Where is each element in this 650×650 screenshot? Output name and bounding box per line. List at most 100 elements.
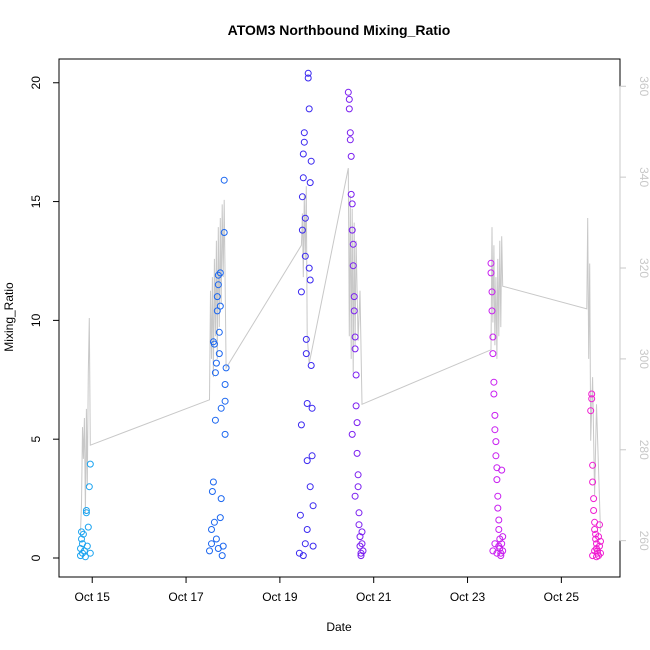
data-point (357, 552, 365, 560)
data-point (81, 553, 89, 561)
x-tick-label: Oct 23 (450, 590, 486, 604)
x-tick-label: Oct 17 (168, 590, 204, 604)
data-point (348, 226, 356, 234)
data-point (84, 523, 92, 531)
data-point (347, 190, 355, 198)
y-tick-label: 0 (29, 554, 43, 561)
data-point (82, 507, 90, 514)
series-1 (77, 460, 94, 561)
data-point (359, 547, 367, 555)
data-point (214, 545, 222, 552)
data-point (357, 549, 365, 557)
data-point (495, 526, 503, 533)
data-point (309, 502, 317, 510)
data-point (344, 88, 352, 96)
data-point (588, 395, 596, 403)
data-point (216, 269, 224, 277)
data-point (589, 478, 597, 486)
data-point (354, 483, 362, 491)
data-point (301, 252, 309, 260)
data-point (304, 69, 312, 77)
data-point (212, 359, 220, 367)
y-axis-label: Mixing_Ratio (2, 282, 16, 352)
y-tick-label: 15 (29, 195, 43, 209)
data-point (358, 540, 366, 548)
data-point (487, 269, 495, 277)
data-point (355, 509, 363, 517)
data-point (307, 157, 315, 165)
data-point (309, 542, 317, 550)
data-point (492, 452, 500, 460)
data-point (491, 411, 499, 419)
data-point (210, 518, 218, 526)
data-point (493, 476, 501, 484)
data-point (209, 478, 217, 486)
data-point (300, 138, 308, 146)
data-point (213, 293, 221, 301)
data-point (301, 540, 309, 548)
chart-title: ATOM3 Northbound Mixing_Ratio (228, 22, 451, 38)
data-point (495, 516, 503, 524)
y-tick-label: 5 (29, 436, 43, 443)
data-point (297, 421, 305, 429)
series-2 (206, 176, 230, 560)
data-point (217, 495, 225, 503)
data-point (487, 259, 495, 267)
data-point (588, 390, 596, 398)
data-point (358, 528, 366, 536)
data-point (349, 262, 357, 270)
data-point (220, 229, 228, 236)
data-point (597, 549, 604, 557)
series-4 (344, 88, 367, 560)
data-point (208, 526, 215, 533)
y2-tick-label: 360 (637, 76, 650, 96)
data-point (346, 129, 354, 137)
data-point (215, 350, 223, 358)
data-point (221, 397, 229, 405)
plot-frame (58, 58, 621, 578)
data-point (590, 507, 598, 514)
data-point (296, 511, 304, 519)
data-point (494, 492, 502, 500)
data-point (82, 509, 90, 517)
data-point (214, 281, 222, 289)
data-point (497, 549, 505, 557)
data-point (299, 150, 307, 158)
x-tick-label: Oct 25 (544, 590, 580, 604)
data-point (78, 535, 85, 543)
data-point (297, 288, 305, 296)
data-point (216, 514, 224, 522)
data-point (83, 542, 91, 550)
data-point (589, 461, 597, 469)
data-point (493, 549, 501, 557)
data-point (587, 407, 595, 415)
data-point (491, 426, 499, 434)
data-point (222, 364, 230, 372)
data-point (495, 542, 503, 550)
data-point (499, 533, 507, 541)
data-point (303, 457, 311, 465)
data-point (221, 430, 229, 438)
data-point (494, 504, 502, 512)
data-point (300, 129, 308, 137)
y2-tick-label: 300 (637, 349, 650, 369)
data-point (79, 530, 87, 538)
data-point (210, 340, 218, 348)
data-point (220, 176, 228, 184)
data-point (206, 547, 213, 555)
data-point (216, 302, 224, 310)
data-point (348, 430, 356, 438)
data-point (356, 533, 364, 541)
data-point (498, 466, 506, 474)
y2-tick-label: 260 (637, 531, 650, 551)
x-tick-label: Oct 19 (262, 590, 298, 604)
data-point (298, 226, 306, 234)
points-layer (77, 69, 604, 561)
data-point (211, 369, 219, 377)
axes-layer: Oct 15 Oct 17 Oct 19 Oct 21 Oct 23 Oct 25 0 5 10… (29, 76, 650, 604)
data-point (303, 526, 311, 533)
data-point (211, 416, 219, 424)
data-point (208, 540, 215, 548)
data-point (490, 378, 498, 386)
data-point (85, 483, 93, 491)
